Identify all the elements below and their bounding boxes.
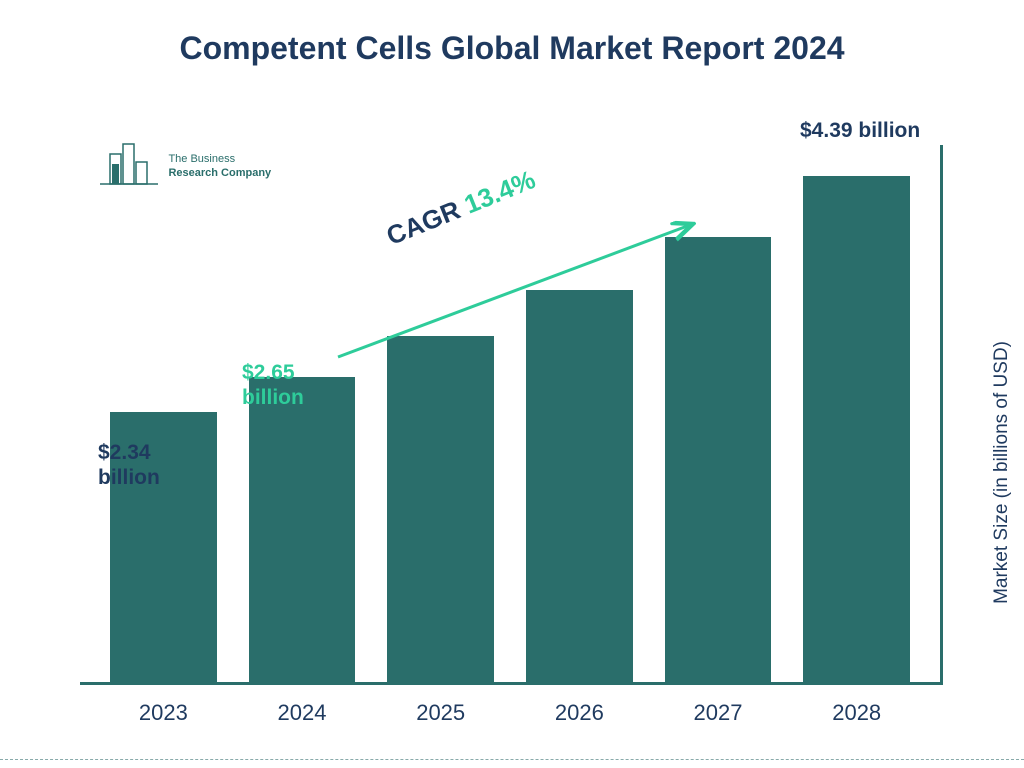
x-labels: 2023 2024 2025 2026 2027 2028 [80,700,940,726]
x-tick-label: 2024 [249,700,356,726]
bar [803,176,910,682]
page-title: Competent Cells Global Market Report 202… [0,30,1024,67]
bar [526,290,633,682]
x-tick-label: 2023 [110,700,217,726]
footer-divider [0,759,1024,760]
y-axis-label: Market Size (in billions of USD) [991,341,1013,604]
x-tick-label: 2026 [526,700,633,726]
bars-container [80,152,940,682]
x-tick-label: 2025 [387,700,494,726]
bar [387,336,494,682]
bar [665,237,772,682]
x-tick-label: 2027 [665,700,772,726]
bar-value-label: $2.34billion [98,440,160,490]
x-tick-label: 2028 [803,700,910,726]
y-axis-line [940,145,943,685]
bar [249,377,356,682]
bar-value-label: $4.39 billion [800,118,920,143]
bar-value-label: $2.65billion [242,360,304,410]
x-axis-line [80,682,940,685]
